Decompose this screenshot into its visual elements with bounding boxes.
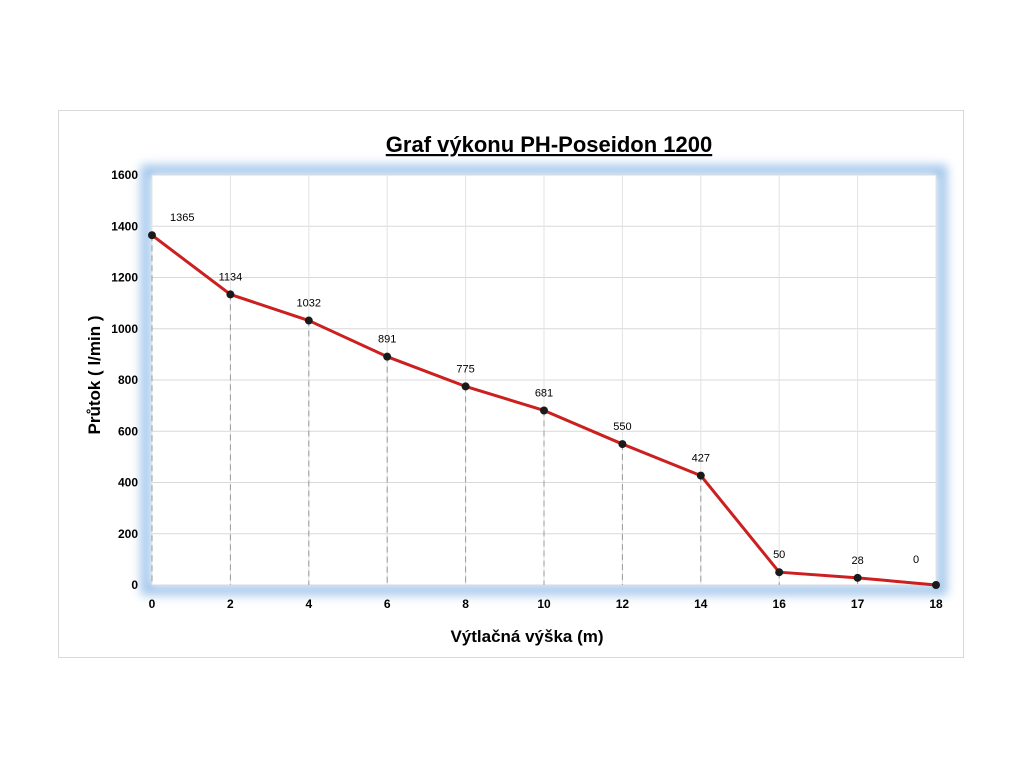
y-tick-label: 1400 xyxy=(111,219,138,233)
data-labels: 1365 1134 1032 891 775 681 550 427 50 28 0 xyxy=(170,212,919,567)
x-tick-label: 8 xyxy=(462,597,469,611)
y-axis-ticks: 0 200 400 600 800 1000 1200 1400 1600 xyxy=(111,168,138,592)
data-label: 28 xyxy=(851,555,863,567)
x-tick-label: 14 xyxy=(694,597,708,611)
y-tick-label: 800 xyxy=(118,373,138,387)
data-label: 1134 xyxy=(219,271,243,283)
data-label: 550 xyxy=(613,421,631,433)
y-tick-label: 1600 xyxy=(111,168,138,182)
x-tick-label: 12 xyxy=(616,597,630,611)
y-tick-label: 1200 xyxy=(111,271,138,285)
y-tick-label: 400 xyxy=(118,476,138,490)
drop-lines xyxy=(151,235,859,585)
y-axis-title: Průtok ( l/min ) xyxy=(85,316,104,435)
x-axis-title: Výtlačná výška (m) xyxy=(450,627,603,646)
markers xyxy=(148,231,940,589)
x-tick-label: 6 xyxy=(384,597,391,611)
data-label: 427 xyxy=(692,453,710,465)
x-tick-label: 0 xyxy=(149,597,156,611)
chart-title: Graf výkonu PH-Poseidon 1200 xyxy=(386,132,712,157)
data-label: 891 xyxy=(378,334,396,346)
x-tick-label: 2 xyxy=(227,597,234,611)
data-label: 50 xyxy=(773,549,785,561)
y-tick-label: 1000 xyxy=(111,322,138,336)
data-point xyxy=(383,352,392,361)
data-label: 1032 xyxy=(297,298,321,310)
x-tick-label: 17 xyxy=(851,597,865,611)
data-point xyxy=(775,568,784,577)
data-point xyxy=(148,231,156,240)
x-tick-label: 16 xyxy=(773,597,787,611)
x-tick-label: 4 xyxy=(305,597,312,611)
x-tick-label: 18 xyxy=(929,597,943,611)
data-point xyxy=(696,471,705,480)
data-label: 1365 xyxy=(170,212,194,224)
y-tick-label: 600 xyxy=(118,424,138,438)
data-point xyxy=(618,440,627,449)
data-label: 775 xyxy=(456,363,474,375)
data-point xyxy=(932,581,940,589)
plot-area-glow xyxy=(141,165,947,595)
x-tick-label: 10 xyxy=(537,597,551,611)
data-point xyxy=(853,573,862,582)
y-tick-label: 0 xyxy=(131,578,138,592)
data-point xyxy=(226,290,235,299)
x-axis-ticks: 0 2 4 6 8 10 12 14 16 17 18 xyxy=(149,597,943,611)
data-label: 681 xyxy=(535,387,553,399)
y-tick-label: 200 xyxy=(118,527,138,541)
data-point xyxy=(540,406,548,415)
data-label: 0 xyxy=(913,554,919,566)
data-point xyxy=(304,316,313,325)
data-point xyxy=(461,382,470,391)
